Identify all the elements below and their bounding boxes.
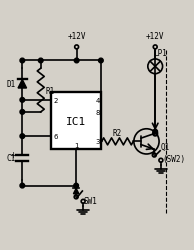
Text: Q1: Q1 xyxy=(160,143,170,152)
Circle shape xyxy=(20,98,25,103)
Text: C1: C1 xyxy=(6,154,15,163)
Text: (SW2): (SW2) xyxy=(162,154,186,163)
Circle shape xyxy=(20,134,25,139)
Text: +12V: +12V xyxy=(146,32,165,40)
Text: 2: 2 xyxy=(54,98,58,103)
Polygon shape xyxy=(73,188,79,194)
Circle shape xyxy=(74,59,79,64)
Polygon shape xyxy=(18,80,27,89)
Text: 3: 3 xyxy=(95,139,100,145)
Circle shape xyxy=(20,184,25,188)
Text: IC1: IC1 xyxy=(66,116,86,126)
Text: SW1: SW1 xyxy=(84,196,98,205)
Text: D1: D1 xyxy=(6,80,16,89)
Circle shape xyxy=(153,130,158,134)
Text: 8: 8 xyxy=(95,109,100,115)
Text: +: + xyxy=(9,150,16,159)
Text: R1: R1 xyxy=(46,86,55,95)
Bar xyxy=(51,93,101,149)
Circle shape xyxy=(74,184,78,188)
Text: LP1: LP1 xyxy=(154,48,168,57)
Text: 6: 6 xyxy=(53,134,58,140)
Text: 1: 1 xyxy=(74,142,78,148)
Text: 4: 4 xyxy=(95,98,100,103)
Circle shape xyxy=(99,59,103,64)
Circle shape xyxy=(20,110,25,115)
Circle shape xyxy=(38,59,43,64)
Text: R2: R2 xyxy=(113,129,122,138)
Text: +12V: +12V xyxy=(67,32,86,40)
Circle shape xyxy=(20,59,25,64)
